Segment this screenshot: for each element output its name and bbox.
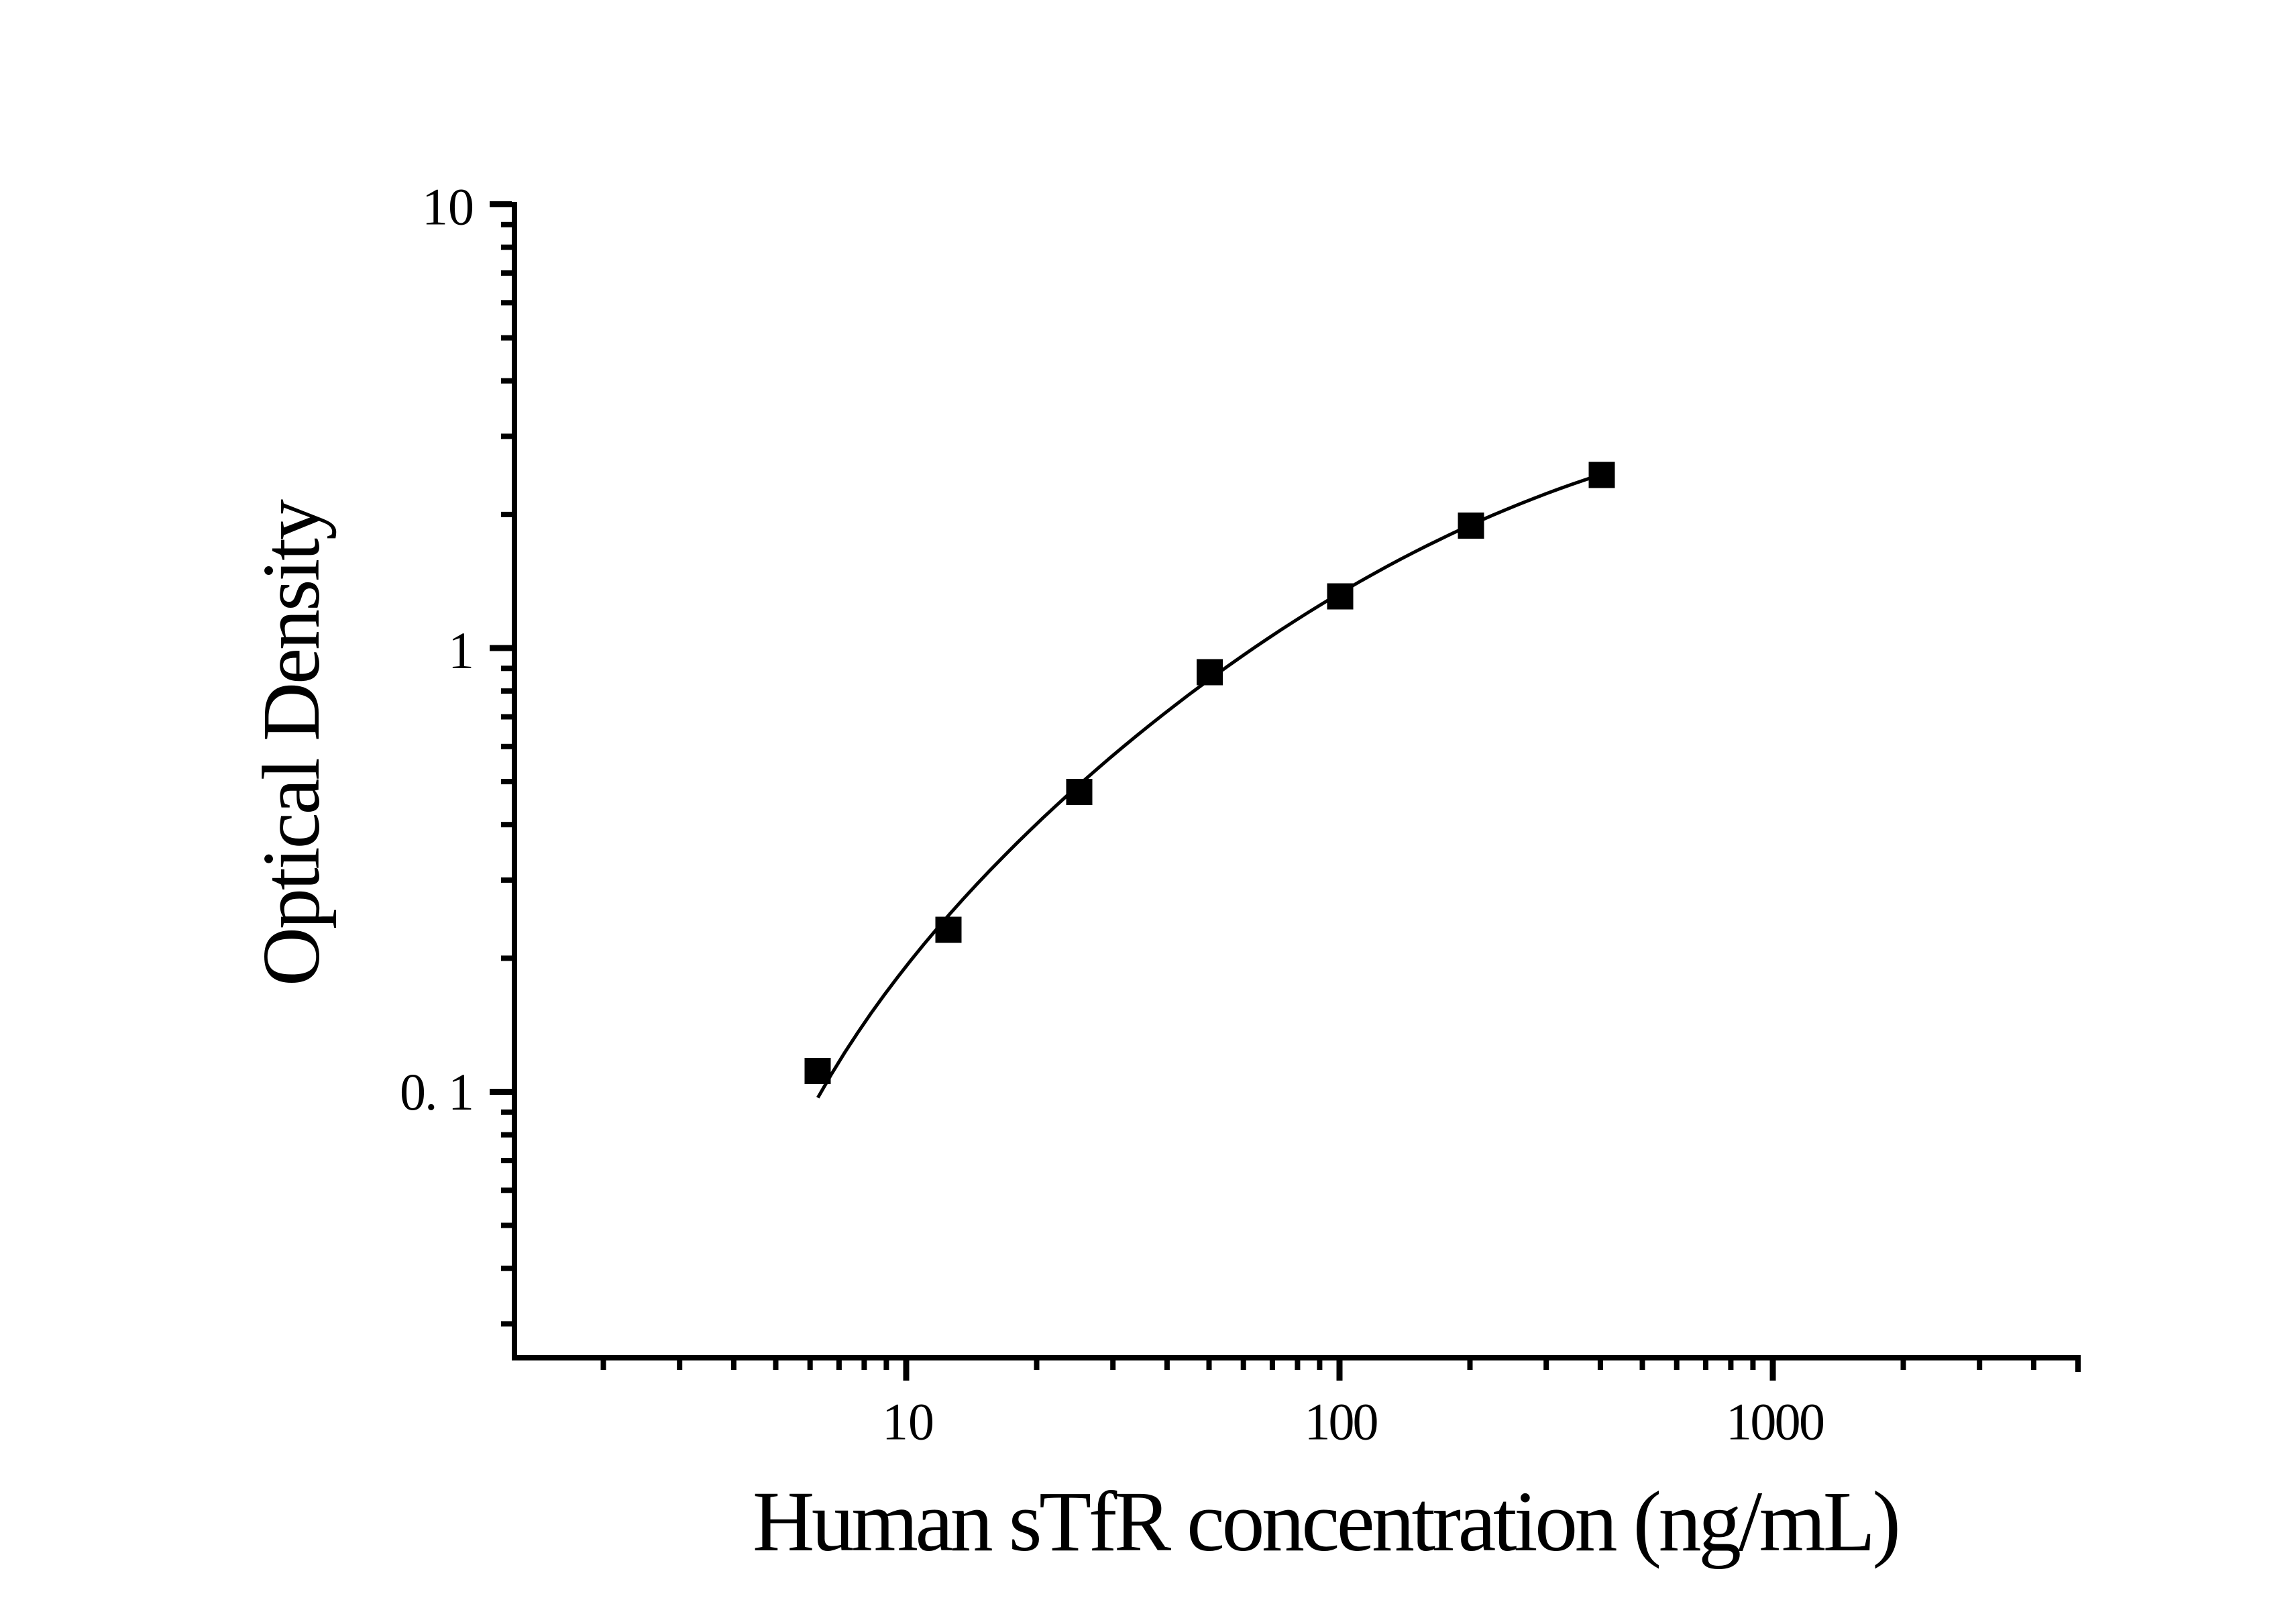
svg-text:10: 10 bbox=[882, 1393, 934, 1451]
svg-text:100: 100 bbox=[1305, 1393, 1379, 1451]
svg-text:10: 10 bbox=[422, 178, 474, 236]
svg-text:Optical Density: Optical Density bbox=[246, 499, 337, 986]
svg-text:Human sTfR concentration (ng/m: Human sTfR concentration (ng/mL) bbox=[753, 1474, 1901, 1569]
svg-text:1: 1 bbox=[448, 621, 474, 680]
svg-text:0. 1: 0. 1 bbox=[400, 1063, 474, 1121]
svg-text:1000: 1000 bbox=[1726, 1393, 1825, 1451]
